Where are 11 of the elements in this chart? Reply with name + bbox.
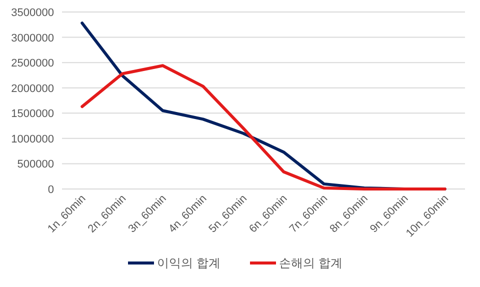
y-tick-label: 3500000 — [11, 7, 54, 19]
y-tick-label: 1500000 — [11, 108, 54, 120]
y-tick-label: 500000 — [17, 158, 54, 171]
legend-label: 손해의 합계 — [279, 256, 342, 270]
y-tick-label: 3000000 — [11, 32, 54, 44]
line-series — [80, 64, 446, 190]
y-tick-label: 0 — [48, 184, 54, 196]
y-tick-label: 2000000 — [11, 82, 54, 95]
legend-label: 이익의 합계 — [157, 256, 220, 270]
y-tick-label: 2500000 — [11, 58, 54, 70]
y-tick-label: 1000000 — [11, 133, 54, 146]
